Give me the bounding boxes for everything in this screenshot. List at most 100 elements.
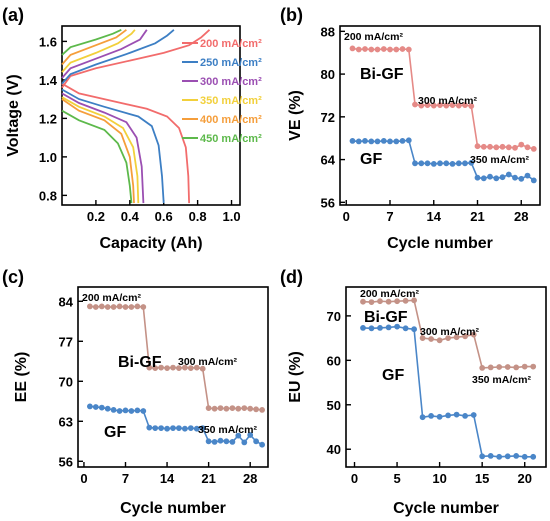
data-point: [199, 365, 206, 372]
data-point: [436, 337, 443, 344]
data-point: [394, 323, 400, 330]
data-point: [259, 441, 265, 448]
annotation: 300 mA/cm²: [418, 95, 477, 107]
data-point: [193, 425, 200, 432]
data-point: [128, 304, 135, 310]
data-point: [405, 137, 412, 144]
x-tick-label: 0: [351, 471, 358, 486]
data-point: [468, 159, 475, 166]
data-point: [474, 174, 481, 181]
data-point: [368, 299, 375, 305]
data-point: [480, 143, 487, 150]
annotation: 350 mA/cm²: [472, 374, 531, 386]
data-point: [493, 175, 500, 182]
series-line-charge: [61, 29, 211, 89]
data-point: [152, 425, 159, 431]
data-point: [253, 438, 259, 445]
x-axis-label: Cycle number: [393, 500, 499, 517]
data-point: [449, 160, 456, 167]
data-point: [229, 405, 236, 411]
data-point: [253, 406, 259, 413]
data-point: [134, 407, 141, 414]
data-point: [512, 144, 518, 151]
y-axis-label: VE (%): [287, 90, 304, 141]
data-point: [377, 298, 383, 305]
data-point: [134, 303, 141, 310]
data-point: [455, 102, 462, 109]
plot-frame: [339, 25, 541, 206]
data-point: [362, 137, 368, 144]
x-tick-label: 1.0: [222, 209, 240, 224]
data-point: [355, 46, 362, 53]
data-point: [412, 101, 418, 108]
data-point: [530, 177, 537, 184]
data-point: [424, 102, 431, 108]
data-point: [453, 411, 460, 418]
x-tick-label: 0.2: [87, 209, 105, 224]
series-label: GF: [360, 151, 382, 168]
data-point: [399, 46, 406, 52]
data-point: [374, 138, 381, 145]
x-tick-label: 28: [514, 209, 528, 224]
data-point: [205, 405, 212, 411]
data-point: [445, 335, 451, 341]
series-line-discharge: [61, 109, 133, 204]
panel-c: (c) 0 7 14 21 28 56 63 70 77 84 Cycle number EE (%) B…: [2, 267, 269, 517]
data-point: [241, 405, 248, 411]
data-point: [360, 298, 366, 305]
x-tick-label: 0: [80, 471, 87, 486]
series-line-charge: [61, 29, 175, 85]
data-point: [158, 364, 164, 371]
data-point: [164, 425, 170, 432]
y-tick-label: 1.6: [39, 34, 57, 49]
annotation: 300 mA/cm²: [178, 356, 237, 368]
data-point: [430, 102, 437, 109]
data-point: [462, 412, 468, 419]
data-point: [505, 144, 512, 151]
data-point: [229, 438, 236, 445]
data-point: [443, 160, 450, 167]
plot-frame: [77, 286, 269, 468]
panel-d: (d) 0 5 10 15 20 40 50 60 70 Cycle number EU (%) Bi-…: [280, 267, 547, 517]
data-point: [152, 365, 159, 371]
data-point: [175, 425, 182, 431]
data-point: [259, 406, 265, 413]
data-point: [512, 174, 518, 181]
data-point: [505, 171, 512, 178]
data-point: [98, 303, 105, 310]
plot-frame: [345, 286, 547, 468]
data-point: [170, 364, 176, 371]
data-point: [513, 364, 520, 371]
data-point: [380, 46, 387, 52]
plot-frame: [61, 25, 241, 206]
data-point: [199, 425, 206, 431]
legend-label: 350 mA/cm²: [200, 95, 262, 107]
x-tick-label: 21: [470, 209, 484, 224]
data-point: [393, 138, 400, 145]
annotation: 200 mA/cm²: [82, 292, 141, 304]
data-point: [349, 137, 356, 144]
data-point: [128, 408, 135, 414]
data-point: [474, 143, 481, 150]
data-point: [499, 143, 506, 150]
x-tick-label: 14: [160, 471, 175, 486]
data-point: [496, 364, 503, 370]
legend-label: 400 mA/cm²: [200, 114, 262, 126]
x-tick-label: 0.4: [121, 209, 140, 224]
data-point: [211, 438, 218, 445]
data-point: [349, 45, 356, 52]
y-tick-label: 70: [327, 309, 341, 324]
data-point: [428, 412, 434, 419]
data-point: [385, 298, 392, 305]
data-point: [493, 144, 500, 151]
data-point: [92, 404, 99, 410]
data-point: [104, 405, 111, 412]
data-point: [193, 364, 200, 371]
data-point: [480, 175, 487, 182]
y-tick-label: 63: [59, 414, 73, 429]
data-point: [394, 298, 400, 305]
data-point: [140, 408, 147, 414]
series-line-discharge: [61, 88, 165, 204]
data-point: [181, 364, 188, 371]
y-tick-label: 77: [59, 334, 73, 349]
